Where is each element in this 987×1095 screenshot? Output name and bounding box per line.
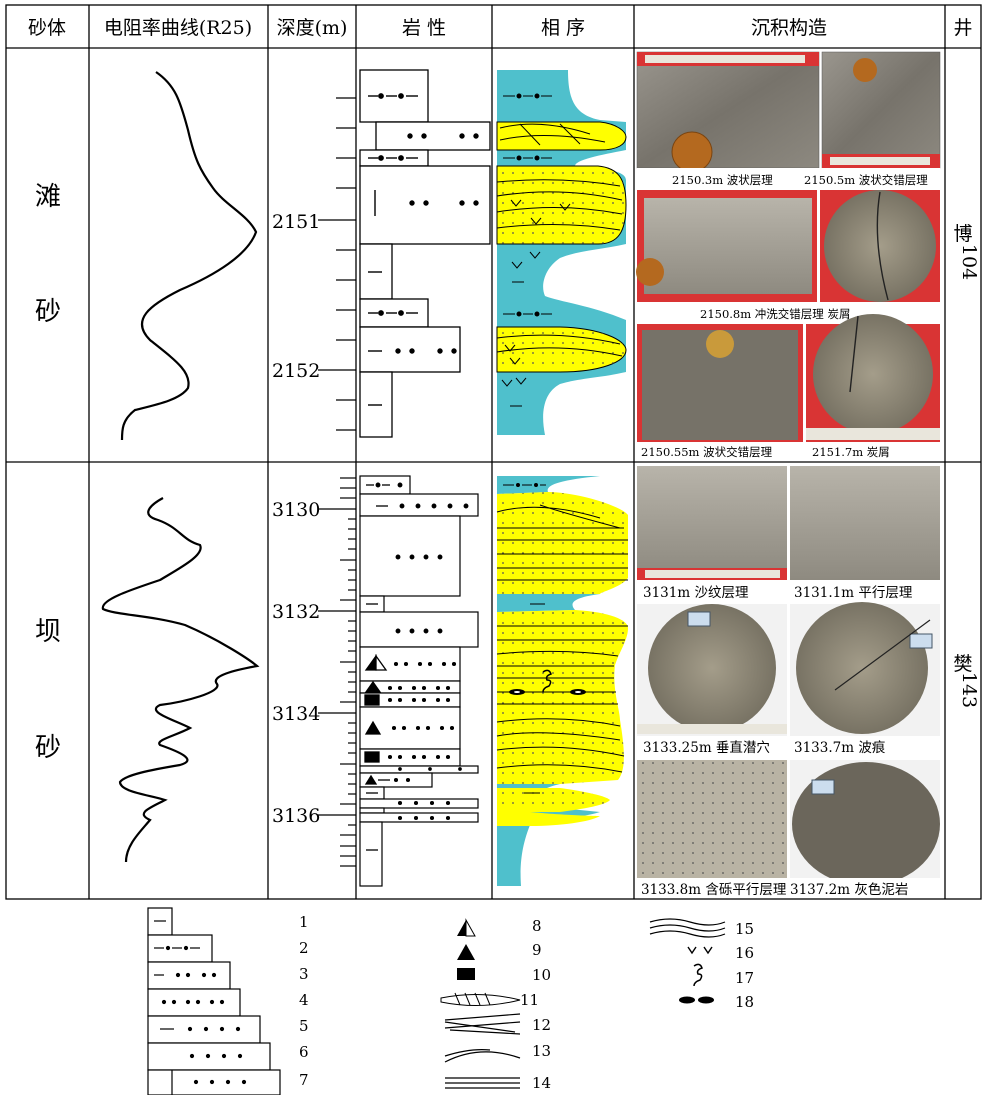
upper-photo-caption: 2150.5m 波状交错层理 (804, 173, 928, 187)
lower-photo-caption: 3131.1m 平行层理 (794, 585, 913, 601)
legend-number: 1 (299, 913, 309, 931)
lower-sandbody-label: 坝 砂 (35, 617, 61, 763)
legend-number: 13 (532, 1042, 551, 1060)
upper-facies-symbols (496, 93, 623, 407)
legend-number: 3 (299, 965, 309, 983)
header-sandbody: 砂体 (28, 17, 66, 39)
legend-numbers-b: 15 16 17 18 (735, 920, 754, 1011)
legend-number: 14 (532, 1074, 551, 1092)
legend-number: 5 (299, 1017, 309, 1035)
legend-number: 9 (532, 941, 542, 959)
lower-depth-label: 3132 (272, 601, 320, 623)
upper-sandbody-label: 滩 砂 (35, 182, 61, 327)
wavy-lines-icon (649, 918, 726, 938)
arrows-icon (687, 946, 713, 955)
lower-depth-scale (318, 477, 356, 867)
lower-photo-caption: 3133.7m 波痕 (794, 740, 886, 756)
lower-resistivity-curve (101, 497, 260, 863)
header-row: 砂体 电阻率曲线(R25) 深度(m) 岩 性 相 序 沉积构造 井 (28, 17, 973, 39)
burrow-icon (693, 963, 703, 987)
legend-number: 8 (532, 917, 542, 935)
legend-numbers-a: 8 9 10 11 12 13 14 (520, 917, 551, 1092)
lower-photo-caption: 3131m 沙纹层理 (643, 585, 749, 601)
legend-number: 12 (532, 1016, 551, 1034)
lower-photos: 3131m 沙纹层理 3131.1m 平行层理 3133.25m 垂直潜穴 31… (637, 466, 940, 898)
legend-number: 6 (299, 1043, 309, 1061)
upper-well-label: 博 104 (953, 223, 980, 280)
upper-depth-label: 2152 (272, 360, 320, 382)
lower-facies-symbols (509, 669, 586, 695)
half-triangle-icon (457, 918, 476, 937)
legend-number: 17 (735, 969, 754, 987)
upper-well-char: 博 (953, 223, 972, 245)
lower-well-char: 樊 (953, 653, 972, 675)
upper-depth-label: 2151 (272, 211, 320, 233)
rectangle-icon (457, 968, 475, 980)
upper-photo-caption: 2151.7m 炭屑 (812, 445, 890, 459)
upper-photos: 2150.3m 波状层理 2150.5m 波状交错层理 2150.8m 冲洗交错… (636, 51, 941, 460)
table-frame (5, 4, 982, 900)
lower-lithology-symbols (364, 482, 469, 851)
upper-photo-caption: 2150.3m 波状层理 (672, 173, 773, 187)
upper-photo-caption: 2150.8m 冲洗交错层理 炭屑 (700, 307, 850, 321)
legend-number: 15 (735, 920, 754, 938)
lower-depth-label: 3136 (272, 805, 320, 827)
upper-well-number: 104 (958, 244, 980, 280)
lower-well-label: 樊 143 (953, 653, 980, 708)
legend-number: 10 (532, 966, 551, 984)
header-lithology: 岩 性 (402, 17, 446, 39)
legend-lithology-numbers: 1 2 3 4 5 6 7 (299, 913, 309, 1089)
lower-depth-label: 3134 (272, 703, 320, 725)
legend-symbols-a (440, 918, 521, 1089)
upper-sandbody-char-1: 滩 (35, 182, 61, 212)
lower-photo-caption: 3137.2m 灰色泥岩 (790, 881, 908, 898)
header-depth: 深度(m) (277, 17, 348, 39)
upper-lithology-symbols (368, 93, 479, 406)
upper-facies-column (496, 70, 627, 435)
legend-number: 2 (299, 939, 309, 957)
ripple-icon (444, 1049, 521, 1063)
lens-icon (440, 992, 521, 1007)
upper-photo-caption: 2150.55m 波状交错层理 (641, 445, 773, 459)
header-structure: 沉积构造 (751, 17, 827, 39)
legend-number: 16 (735, 944, 754, 962)
upper-lithology-column (359, 69, 491, 438)
lower-facies-lines (496, 483, 628, 794)
header-well: 井 (953, 17, 972, 39)
header-resistivity: 电阻率曲线(R25) (104, 17, 252, 39)
upper-depth-scale (318, 97, 356, 431)
lower-photo-caption: 3133.25m 垂直潜穴 (643, 740, 770, 756)
lower-sandbody-char-1: 坝 (35, 617, 61, 647)
upper-resistivity-curve (120, 71, 258, 441)
ellipses-icon (679, 996, 714, 1004)
lower-well-number: 143 (958, 672, 980, 708)
lower-facies-column (497, 476, 628, 886)
lower-sandbody-char-2: 砂 (35, 733, 61, 763)
lower-lithology-column (359, 475, 479, 887)
legend-symbols-b (649, 918, 726, 1004)
parallel-lines-icon (445, 1077, 520, 1089)
upper-sandbody-char-2: 砂 (35, 297, 61, 327)
legend-number: 11 (520, 991, 539, 1009)
triangle-icon (457, 944, 475, 960)
lower-photo-caption: 3133.8m 含砾平行层理 (641, 882, 787, 898)
legend-number: 4 (299, 991, 309, 1009)
legend-number: 18 (735, 993, 754, 1011)
legend-lithology-symbols (154, 920, 247, 1085)
lower-depth-label: 3130 (272, 499, 320, 521)
header-facies: 相 序 (541, 17, 585, 39)
cross-bedding-icon (444, 1013, 521, 1035)
legend-number: 7 (299, 1071, 309, 1089)
